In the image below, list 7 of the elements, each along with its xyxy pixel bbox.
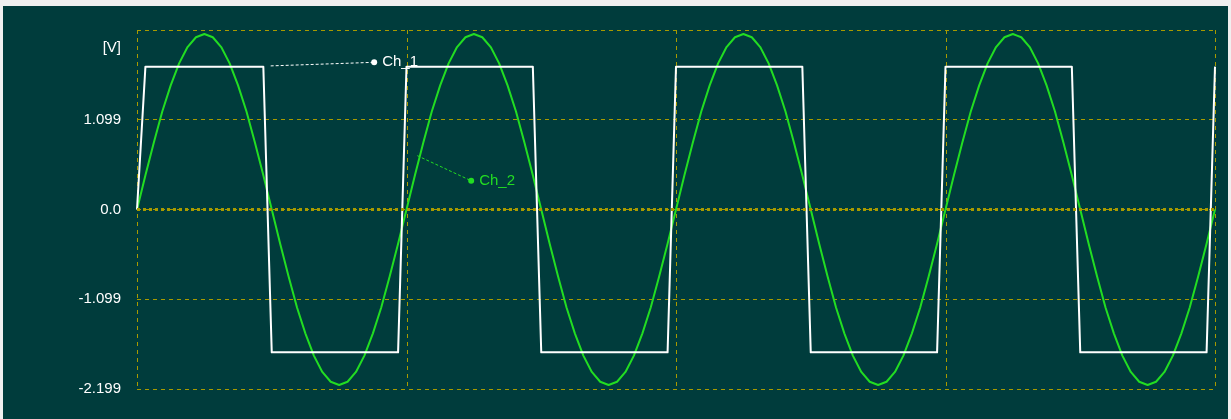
y-tick-label: 0.0	[100, 199, 121, 217]
y-tick-label: 1.099	[83, 109, 121, 127]
y-tick-label: -1.099	[78, 289, 121, 307]
y-axis-title: [V]	[102, 38, 121, 56]
legend-label: Ch_1	[382, 52, 419, 70]
legend-label: Ch_2	[479, 170, 516, 188]
y-tick-label: -2.199	[78, 379, 121, 397]
